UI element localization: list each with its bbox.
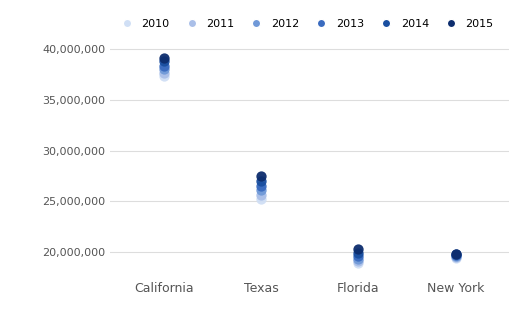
Legend: 2010, 2011, 2012, 2013, 2014, 2015: 2010, 2011, 2012, 2013, 2014, 2015 [116,19,494,29]
Point [452,255,460,260]
Point [257,192,265,197]
Point [354,256,363,261]
Point [160,59,168,64]
Point [354,250,363,256]
Point [452,252,460,257]
Point [452,253,460,258]
Point [452,254,460,259]
Point [257,183,265,188]
Point [257,196,265,201]
Point [160,67,168,72]
Point [257,188,265,193]
Point [257,173,265,179]
Point [354,259,363,264]
Point [160,70,168,75]
Point [452,254,460,259]
Point [354,254,363,259]
Point [354,246,363,252]
Point [160,55,168,61]
Point [452,251,460,257]
Point [257,179,265,184]
Point [160,74,168,79]
Point [160,63,168,68]
Point [354,261,363,266]
